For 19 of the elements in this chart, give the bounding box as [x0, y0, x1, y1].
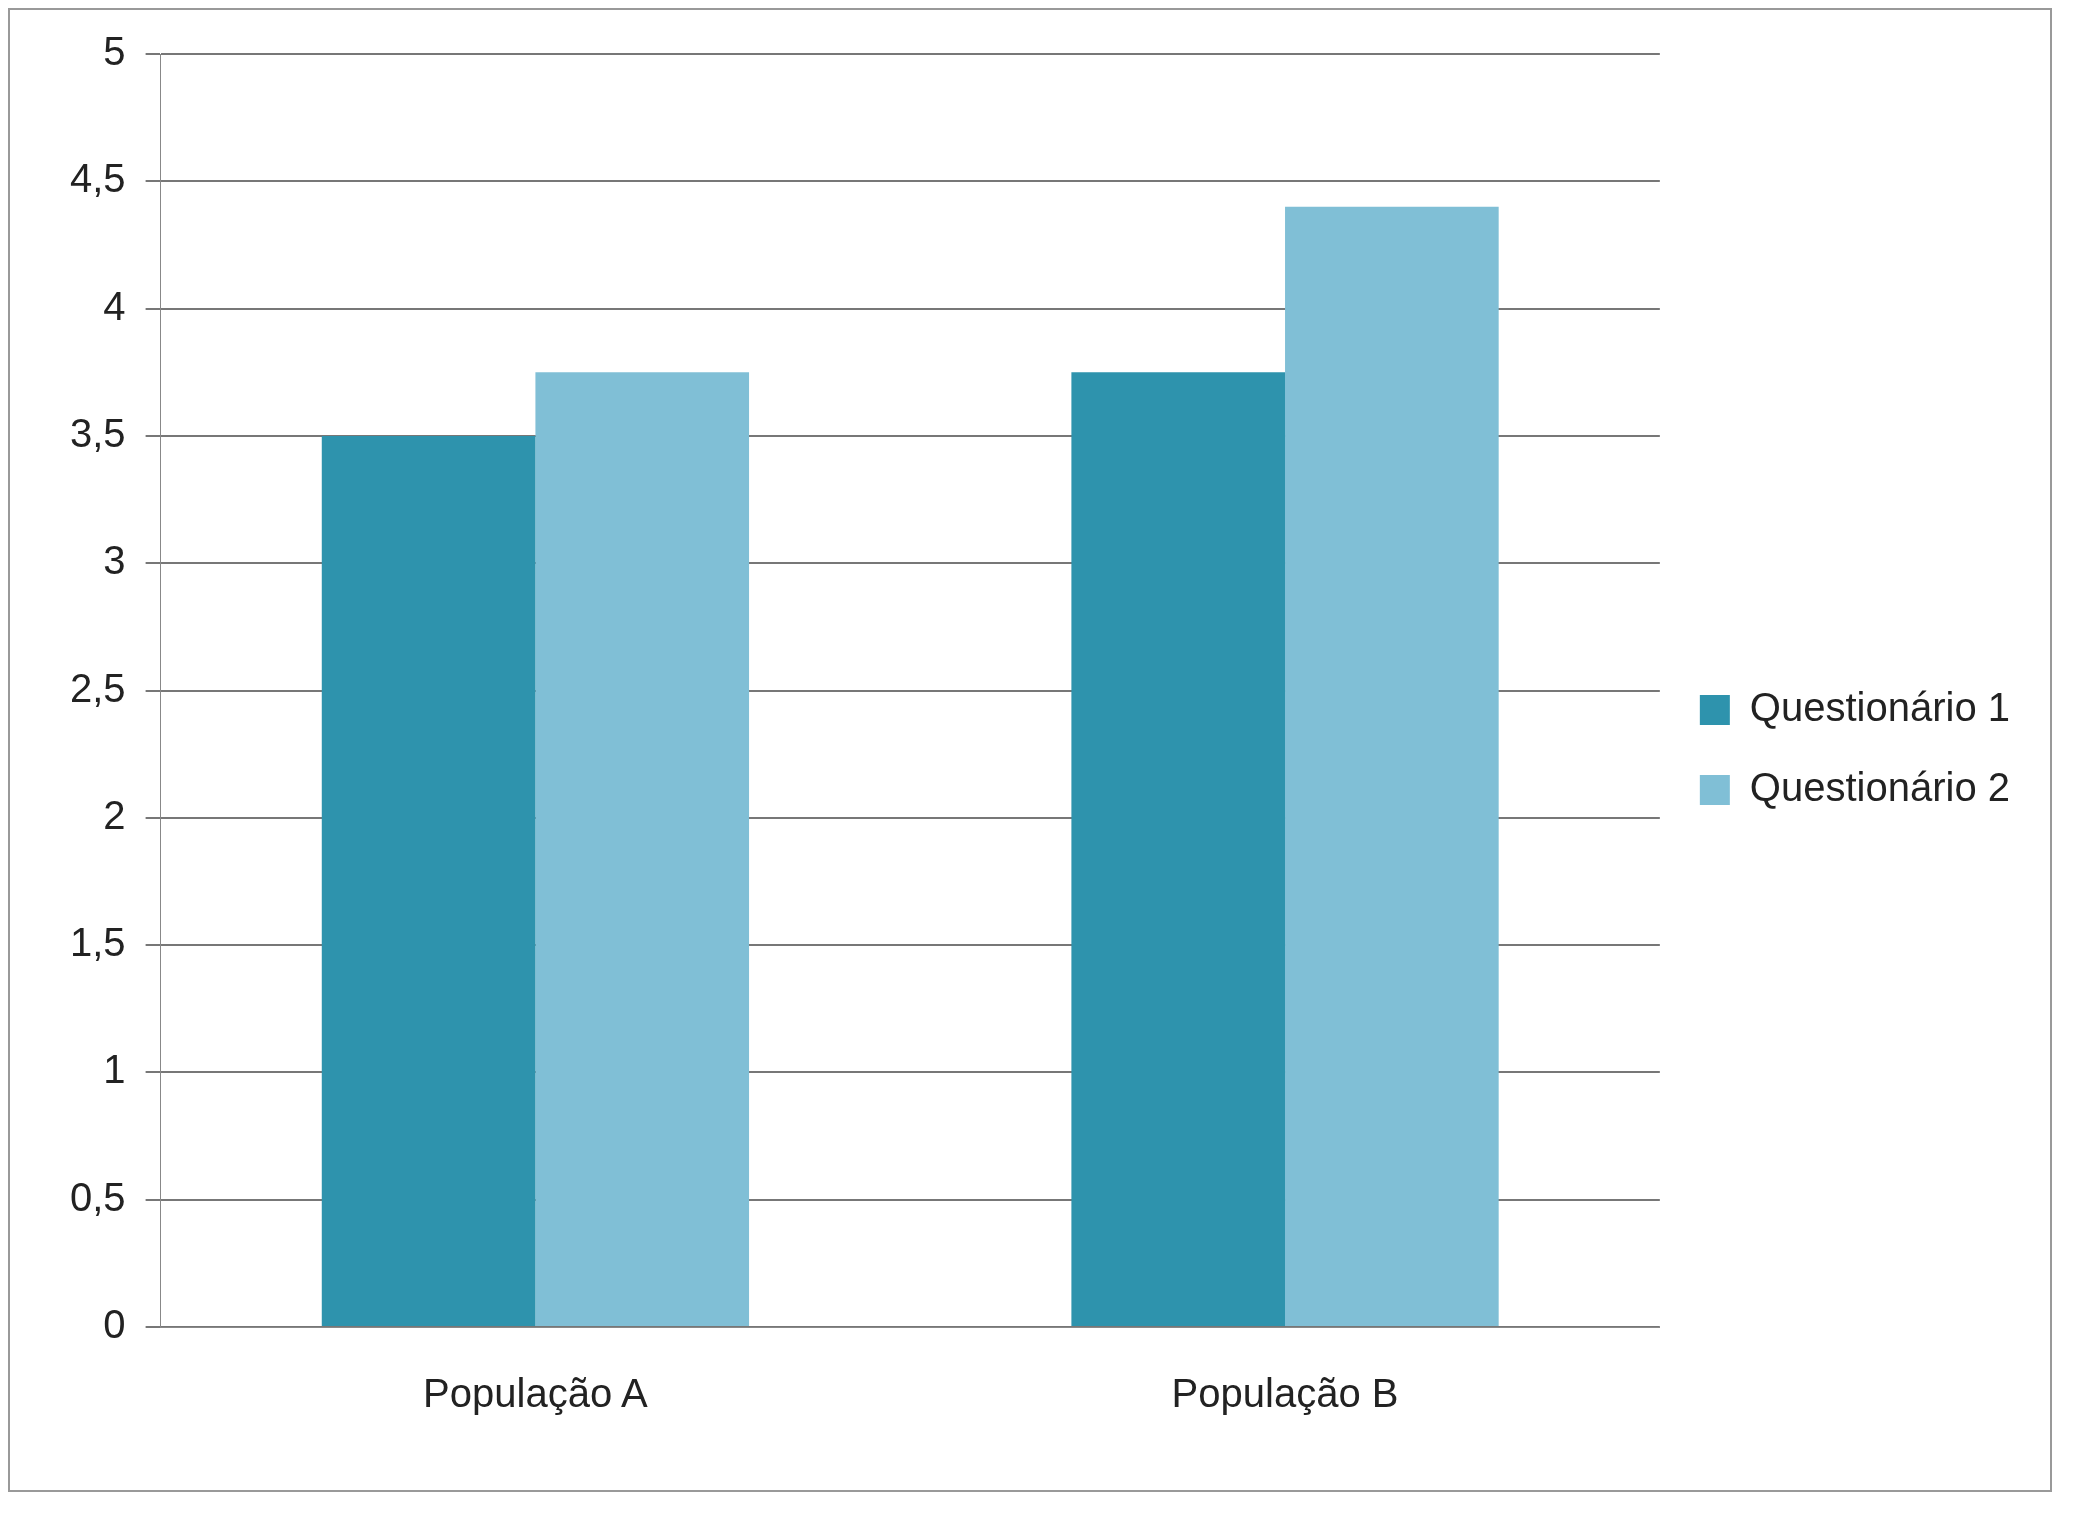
y-tick-label: 2 — [103, 792, 126, 837]
y-tick-label: 1,5 — [70, 920, 126, 965]
y-tick-label: 0 — [103, 1302, 126, 1347]
y-tick-label: 5 — [103, 29, 126, 74]
bar — [1285, 206, 1499, 1326]
y-tick-label: 3 — [103, 538, 126, 583]
y-tick-label: 1 — [103, 1047, 126, 1092]
bar — [1071, 372, 1286, 1326]
bar — [321, 435, 536, 1326]
x-tick-label: População A — [423, 1371, 649, 1416]
legend-label: Questionário 1 — [1749, 685, 2010, 730]
y-tick-label: 4 — [103, 283, 126, 328]
y-tick-label: 0,5 — [70, 1174, 126, 1219]
bar — [535, 372, 750, 1326]
legend-label: Questionário 2 — [1749, 765, 2010, 810]
y-tick-label: 2,5 — [70, 665, 126, 710]
x-tick-label: População B — [1171, 1371, 1399, 1416]
y-tick-label: 4,5 — [70, 156, 126, 201]
y-tick-label: 3,5 — [70, 410, 126, 455]
